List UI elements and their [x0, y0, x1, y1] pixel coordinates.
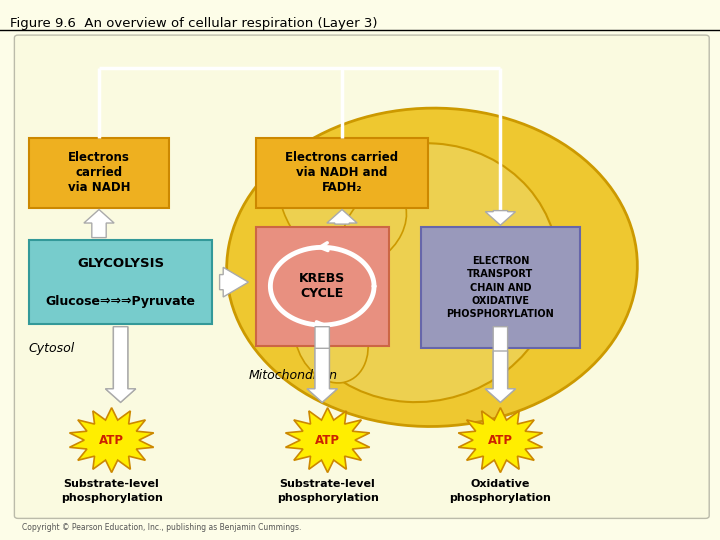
Ellipse shape [294, 292, 368, 383]
Polygon shape [327, 210, 357, 224]
Polygon shape [307, 348, 337, 402]
FancyBboxPatch shape [256, 138, 428, 208]
Polygon shape [70, 408, 153, 472]
FancyBboxPatch shape [421, 227, 580, 348]
Ellipse shape [284, 143, 558, 402]
Ellipse shape [277, 230, 349, 332]
Polygon shape [220, 267, 248, 297]
FancyBboxPatch shape [29, 240, 212, 324]
Text: Substrate-level: Substrate-level [64, 480, 159, 489]
Text: ATP: ATP [99, 434, 124, 447]
Polygon shape [485, 351, 516, 402]
Text: Substrate-level: Substrate-level [280, 480, 375, 489]
Text: Electrons
carried
via NADH: Electrons carried via NADH [68, 151, 130, 194]
Ellipse shape [342, 191, 407, 263]
Text: Copyright © Pearson Education, Inc., publishing as Benjamin Cummings.: Copyright © Pearson Education, Inc., pub… [22, 523, 301, 532]
Polygon shape [286, 408, 369, 472]
Ellipse shape [227, 108, 637, 427]
Text: Cytosol: Cytosol [29, 342, 75, 355]
Text: Oxidative: Oxidative [471, 480, 530, 489]
Polygon shape [307, 327, 337, 402]
Polygon shape [485, 327, 516, 402]
Text: ATP: ATP [488, 434, 513, 447]
Polygon shape [84, 210, 114, 238]
FancyBboxPatch shape [14, 35, 709, 518]
Polygon shape [106, 327, 135, 402]
FancyBboxPatch shape [256, 227, 389, 346]
Text: KREBS
CYCLE: KREBS CYCLE [299, 272, 346, 300]
Text: Glucose⇒⇒⇒Pyruvate: Glucose⇒⇒⇒Pyruvate [45, 294, 196, 308]
Polygon shape [485, 211, 516, 225]
Text: phosphorylation: phosphorylation [449, 494, 552, 503]
Text: Figure 9.6  An overview of cellular respiration (Layer 3): Figure 9.6 An overview of cellular respi… [10, 17, 377, 30]
Text: GLYCOLYSIS: GLYCOLYSIS [77, 256, 164, 270]
Polygon shape [459, 408, 542, 472]
Polygon shape [106, 327, 135, 402]
Text: Electrons carried
via NADH and
FADH₂: Electrons carried via NADH and FADH₂ [285, 151, 399, 194]
Text: phosphorylation: phosphorylation [276, 494, 379, 503]
FancyBboxPatch shape [29, 138, 169, 208]
Text: phosphorylation: phosphorylation [60, 494, 163, 503]
Ellipse shape [279, 163, 376, 269]
Text: ATP: ATP [315, 434, 340, 447]
Text: Mitochondrion: Mitochondrion [248, 369, 338, 382]
Text: ELECTRON
TRANSPORT
CHAIN AND
OXIDATIVE
PHOSPHORYLATION: ELECTRON TRANSPORT CHAIN AND OXIDATIVE P… [446, 256, 554, 319]
